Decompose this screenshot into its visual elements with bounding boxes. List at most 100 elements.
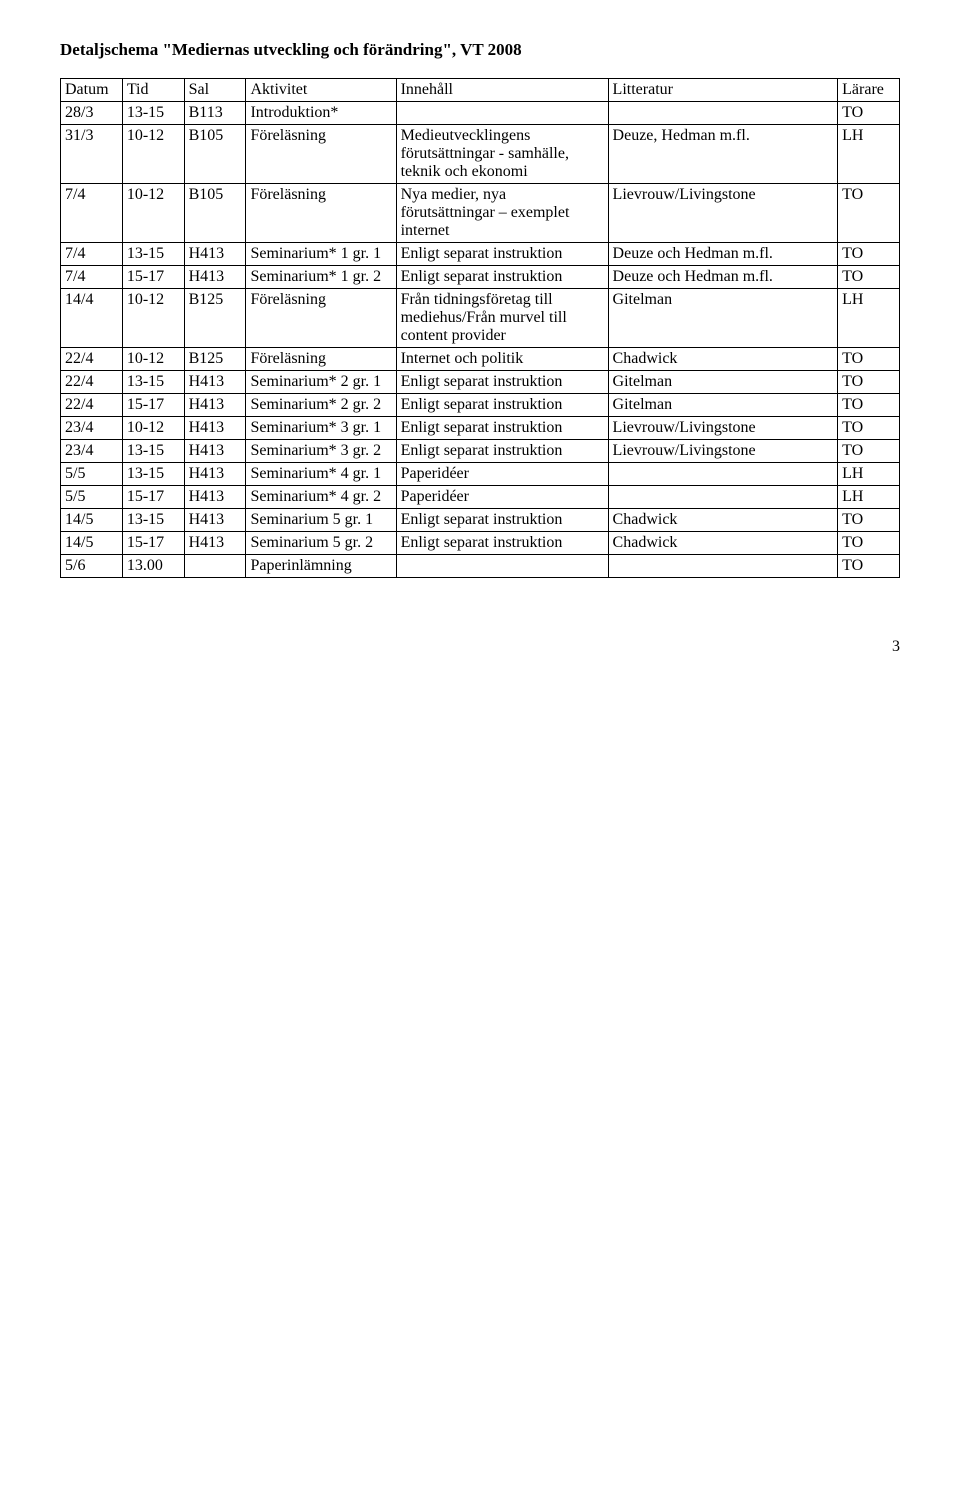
cell-datum: 5/5 (61, 486, 123, 509)
cell-innehall: Nya medier, nya förutsättningar – exempl… (396, 184, 608, 243)
cell-sal: H413 (184, 486, 246, 509)
cell-litteratur (608, 555, 838, 578)
cell-litteratur: Lievrouw/Livingstone (608, 417, 838, 440)
cell-larare: TO (838, 243, 900, 266)
cell-sal: B125 (184, 289, 246, 348)
table-row: 28/313-15B113Introduktion* TO (61, 102, 900, 125)
cell-innehall: Enligt separat instruktion (396, 509, 608, 532)
cell-innehall (396, 555, 608, 578)
cell-larare: TO (838, 417, 900, 440)
cell-sal: H413 (184, 532, 246, 555)
cell-datum: 7/4 (61, 266, 123, 289)
cell-sal: B113 (184, 102, 246, 125)
cell-datum: 7/4 (61, 184, 123, 243)
cell-larare: TO (838, 266, 900, 289)
cell-litteratur: Chadwick (608, 532, 838, 555)
cell-larare: TO (838, 348, 900, 371)
cell-tid: 13-15 (122, 463, 184, 486)
cell-datum: 28/3 (61, 102, 123, 125)
cell-tid: 13.00 (122, 555, 184, 578)
cell-innehall: Enligt separat instruktion (396, 532, 608, 555)
cell-tid: 13-15 (122, 440, 184, 463)
cell-datum: 23/4 (61, 417, 123, 440)
cell-aktivitet: Föreläsning (246, 289, 396, 348)
table-row: 14/410-12B125FöreläsningFrån tidningsför… (61, 289, 900, 348)
schedule-table: Datum Tid Sal Aktivitet Innehåll Littera… (60, 78, 900, 578)
cell-litteratur: Deuze, Hedman m.fl. (608, 125, 838, 184)
cell-larare: TO (838, 555, 900, 578)
cell-innehall: Enligt separat instruktion (396, 266, 608, 289)
cell-aktivitet: Seminarium 5 gr. 1 (246, 509, 396, 532)
cell-larare: LH (838, 486, 900, 509)
cell-litteratur: Lievrouw/Livingstone (608, 184, 838, 243)
table-row: 22/413-15H413Seminarium* 2 gr. 1Enligt s… (61, 371, 900, 394)
table-row: 14/515-17H413Seminarium 5 gr. 2Enligt se… (61, 532, 900, 555)
table-row: 7/413-15H413Seminarium* 1 gr. 1Enligt se… (61, 243, 900, 266)
cell-tid: 15-17 (122, 486, 184, 509)
cell-datum: 22/4 (61, 371, 123, 394)
cell-larare: TO (838, 509, 900, 532)
table-header-row: Datum Tid Sal Aktivitet Innehåll Littera… (61, 79, 900, 102)
cell-innehall: Medieutvecklingens förutsättningar - sam… (396, 125, 608, 184)
cell-datum: 7/4 (61, 243, 123, 266)
col-innehall: Innehåll (396, 79, 608, 102)
cell-innehall (396, 102, 608, 125)
cell-aktivitet: Seminarium* 1 gr. 1 (246, 243, 396, 266)
cell-tid: 10-12 (122, 184, 184, 243)
table-row: 23/413-15H413Seminarium* 3 gr. 2Enligt s… (61, 440, 900, 463)
cell-sal: H413 (184, 440, 246, 463)
cell-larare: LH (838, 289, 900, 348)
cell-aktivitet: Introduktion* (246, 102, 396, 125)
cell-innehall: Enligt separat instruktion (396, 243, 608, 266)
cell-aktivitet: Seminarium* 2 gr. 2 (246, 394, 396, 417)
cell-sal: H413 (184, 394, 246, 417)
cell-tid: 10-12 (122, 125, 184, 184)
col-datum: Datum (61, 79, 123, 102)
cell-sal: H413 (184, 463, 246, 486)
cell-aktivitet: Föreläsning (246, 348, 396, 371)
cell-sal: H413 (184, 371, 246, 394)
cell-litteratur: Deuze och Hedman m.fl. (608, 266, 838, 289)
cell-aktivitet: Seminarium* 4 gr. 2 (246, 486, 396, 509)
cell-larare: TO (838, 394, 900, 417)
cell-aktivitet: Seminarium* 3 gr. 2 (246, 440, 396, 463)
cell-tid: 13-15 (122, 371, 184, 394)
table-row: 22/415-17H413Seminarium* 2 gr. 2Enligt s… (61, 394, 900, 417)
table-row: 7/415-17H413Seminarium* 1 gr. 2Enligt se… (61, 266, 900, 289)
col-tid: Tid (122, 79, 184, 102)
cell-datum: 14/5 (61, 509, 123, 532)
cell-sal: H413 (184, 243, 246, 266)
cell-datum: 5/5 (61, 463, 123, 486)
cell-datum: 23/4 (61, 440, 123, 463)
cell-tid: 13-15 (122, 509, 184, 532)
cell-larare: TO (838, 371, 900, 394)
cell-tid: 10-12 (122, 417, 184, 440)
cell-innehall: Enligt separat instruktion (396, 371, 608, 394)
cell-sal: B105 (184, 184, 246, 243)
page-title: Detaljschema "Mediernas utveckling och f… (60, 40, 900, 60)
table-row: 22/410-12B125FöreläsningInternet och pol… (61, 348, 900, 371)
cell-aktivitet: Paperinlämning (246, 555, 396, 578)
table-row: 7/410-12B105FöreläsningNya medier, nya f… (61, 184, 900, 243)
cell-aktivitet: Föreläsning (246, 125, 396, 184)
cell-larare: TO (838, 102, 900, 125)
cell-larare: LH (838, 463, 900, 486)
cell-innehall: Paperidéer (396, 486, 608, 509)
table-row: 5/513-15H413Seminarium* 4 gr. 1Paperidée… (61, 463, 900, 486)
cell-innehall: Enligt separat instruktion (396, 417, 608, 440)
cell-litteratur (608, 102, 838, 125)
page-number: 3 (60, 638, 900, 656)
cell-tid: 15-17 (122, 394, 184, 417)
cell-innehall: Paperidéer (396, 463, 608, 486)
cell-litteratur: Lievrouw/Livingstone (608, 440, 838, 463)
cell-larare: LH (838, 125, 900, 184)
cell-datum: 22/4 (61, 394, 123, 417)
cell-datum: 22/4 (61, 348, 123, 371)
cell-innehall: Enligt separat instruktion (396, 440, 608, 463)
cell-tid: 13-15 (122, 102, 184, 125)
table-row: 5/515-17H413Seminarium* 4 gr. 2Paperidée… (61, 486, 900, 509)
table-row: 5/613.00PaperinlämningTO (61, 555, 900, 578)
cell-sal: H413 (184, 509, 246, 532)
cell-litteratur (608, 486, 838, 509)
cell-innehall: Från tidningsföretag till mediehus/Från … (396, 289, 608, 348)
